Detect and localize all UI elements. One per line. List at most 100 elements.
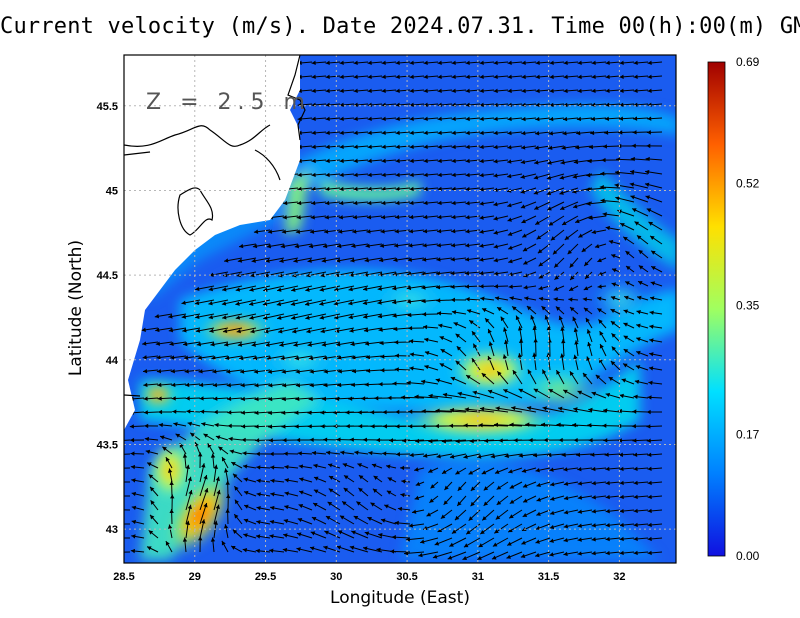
- velocity-arrow-head: [130, 464, 136, 470]
- velocity-arrow-head: [242, 451, 247, 456]
- velocity-field: [116, 55, 676, 563]
- velocity-arrow-head: [465, 60, 470, 66]
- velocity-arrow-head: [563, 60, 568, 66]
- velocity-arrow-head: [573, 407, 578, 412]
- velocity-arrow-head: [297, 172, 302, 178]
- velocity-arrow-head: [560, 205, 565, 211]
- velocity-arrow-head: [570, 307, 575, 312]
- velocity-arrow-head: [210, 537, 216, 542]
- velocity-arrow-head: [353, 172, 358, 178]
- velocity-arrow-head: [357, 410, 362, 415]
- velocity-arrow-head: [503, 389, 508, 394]
- velocity-arrow-head: [588, 215, 593, 221]
- velocity-arrow-head: [325, 88, 330, 94]
- velocity-arrow-head: [313, 503, 318, 507]
- velocity-arrow-head: [483, 486, 489, 491]
- velocity-arrow-head: [520, 204, 526, 209]
- velocity-arrow-head: [325, 186, 330, 192]
- velocity-arrow-head: [232, 529, 238, 534]
- velocity-arrow-head: [507, 60, 512, 66]
- velocity-arrow-head: [342, 463, 348, 468]
- velocity-arrow-head: [305, 315, 310, 320]
- velocity-arrow-head: [444, 485, 449, 490]
- y-tick-label-3: 44.5: [97, 270, 118, 282]
- velocity-arrow-head: [221, 540, 226, 546]
- velocity-arrow-head: [465, 144, 470, 150]
- velocity-arrow-head: [311, 450, 317, 456]
- velocity-arrow-head: [549, 524, 555, 530]
- velocity-arrow-head: [194, 300, 200, 306]
- velocity-arrow-head: [423, 60, 428, 66]
- velocity-arrow-head: [560, 160, 565, 165]
- velocity-arrow-head: [223, 524, 229, 529]
- velocity-arrow-head: [266, 244, 272, 249]
- velocity-arrow-head: [395, 158, 400, 164]
- velocity-arrow-head: [366, 215, 372, 220]
- velocity-arrow-head: [636, 323, 641, 328]
- velocity-arrow-head: [493, 202, 498, 207]
- velocity-arrow: [495, 407, 523, 413]
- velocity-arrow-head: [415, 481, 421, 486]
- velocity-arrow-head: [590, 116, 595, 122]
- velocity-arrow-head: [295, 396, 300, 402]
- velocity-arrow-head: [493, 102, 498, 108]
- velocity-arrow-head: [636, 235, 642, 240]
- velocity-arrow-head: [512, 370, 517, 375]
- velocity-arrow-head: [349, 272, 354, 278]
- velocity-arrow-head: [350, 258, 355, 263]
- velocity-arrow-head: [480, 529, 485, 535]
- velocity-arrow-head: [172, 409, 177, 414]
- velocity-arrow-head: [234, 486, 239, 491]
- velocity-arrow-head: [225, 508, 230, 513]
- velocity-arrow-head: [337, 355, 342, 360]
- velocity-arrow-head: [455, 439, 460, 444]
- velocity-arrow-head: [603, 438, 608, 443]
- velocity-arrow-head: [154, 314, 160, 319]
- velocity-arrow-head: [521, 130, 526, 136]
- velocity-arrow-head: [605, 225, 611, 231]
- velocity-arrow-head: [277, 315, 282, 320]
- velocity-arrow-head: [395, 200, 400, 206]
- velocity-arrow-head: [295, 229, 301, 234]
- y-axis-ticks: 43 43.5 44 44.5 45 45.5: [97, 101, 119, 536]
- velocity-arrow-head: [470, 486, 476, 491]
- velocity-arrow-head: [559, 190, 564, 195]
- velocity-arrow-head: [381, 130, 386, 136]
- velocity-arrow-head: [591, 74, 596, 80]
- velocity-arrow-head: [297, 88, 302, 94]
- velocity-arrow-head: [421, 379, 426, 384]
- velocity-arrow-head: [538, 274, 544, 279]
- velocity-arrow-head: [340, 450, 345, 455]
- velocity-arrow-head: [649, 352, 654, 357]
- velocity-arrow-head: [537, 249, 543, 254]
- velocity-arrow-head: [635, 365, 641, 370]
- velocity-arrow-head: [162, 446, 167, 451]
- velocity-arrow-head: [650, 281, 656, 286]
- velocity-arrow-head: [534, 145, 539, 150]
- velocity-arrow-head: [647, 466, 652, 472]
- velocity-arrow-head: [226, 382, 231, 388]
- velocity-arrow-head: [491, 555, 497, 560]
- velocity-arrow-head: [249, 287, 254, 292]
- velocity-arrow-head: [498, 438, 503, 443]
- velocity-arrow-head: [464, 407, 469, 412]
- velocity-arrow-head: [116, 480, 120, 484]
- velocity-arrow-head: [384, 504, 389, 509]
- velocity-arrow-head: [623, 309, 629, 314]
- velocity-arrow-head: [262, 301, 268, 307]
- velocity-arrow-head: [492, 542, 498, 547]
- velocity-arrow-head: [328, 476, 334, 480]
- velocity-arrow-head: [647, 395, 652, 400]
- velocity-arrow-head: [395, 409, 400, 415]
- velocity-arrow-head: [494, 284, 499, 289]
- velocity-arrow-head: [575, 145, 580, 150]
- velocity-arrow-head: [549, 467, 554, 472]
- velocity-arrow-head: [333, 301, 339, 306]
- velocity-arrow-head: [597, 284, 602, 289]
- velocity-arrow-head: [457, 486, 463, 491]
- velocity-arrow-head: [339, 186, 344, 192]
- velocity-arrow-head: [165, 541, 170, 546]
- velocity-arrow-head: [533, 338, 538, 343]
- velocity-arrow-head: [386, 490, 392, 495]
- x-tick-label-3: 30: [330, 571, 342, 583]
